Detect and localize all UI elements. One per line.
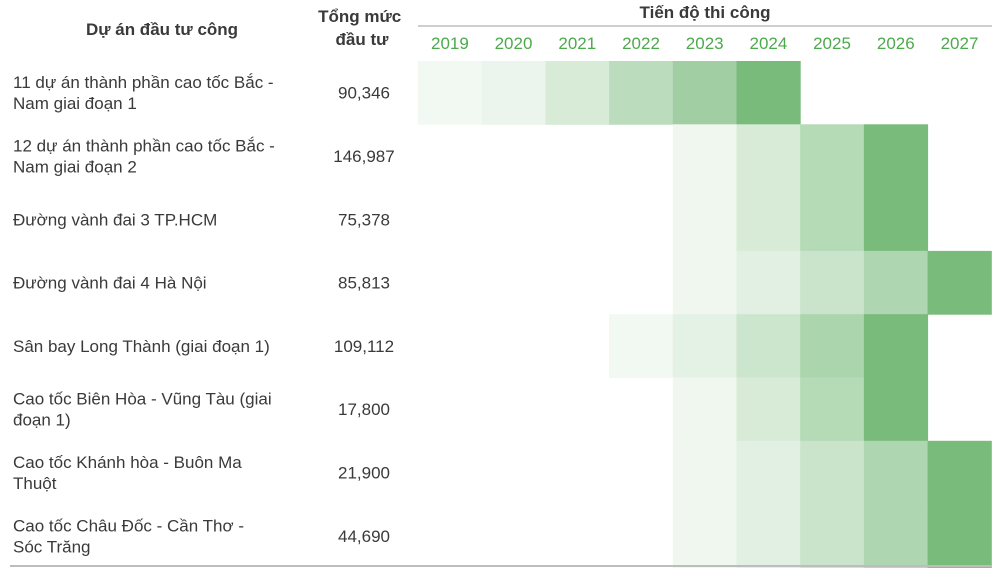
heatmap-cell — [927, 440, 992, 505]
timeline-column-header: Tiến độ thi công — [640, 3, 771, 22]
project-name-line: đoạn 1) — [13, 411, 71, 430]
project-name-line: Cao tốc Châu Đốc - Cần Thơ - — [13, 516, 244, 535]
year-label-2019: 2019 — [431, 34, 469, 53]
heatmap-cell — [863, 377, 929, 442]
heatmap-cell — [800, 377, 865, 442]
year-label-2022: 2022 — [622, 34, 660, 53]
heatmap-cell — [736, 61, 801, 125]
heatmap-cell — [672, 504, 737, 568]
project-column-header: Dự án đầu tư công — [86, 20, 238, 39]
project-name: 11 dự án thành phần cao tốc Bắc - Nam gia… — [13, 73, 274, 113]
heatmap-cell — [800, 250, 865, 315]
investment-value: 85,813 — [338, 274, 390, 293]
heatmap-cell — [672, 440, 737, 505]
year-axis: 2019 2020 2021 2022 2023 2024 2025 2026 2027 — [431, 34, 978, 53]
heatmap-cell — [863, 504, 929, 568]
investment-value: 44,690 — [338, 527, 390, 546]
heatmap-cell — [800, 440, 865, 505]
heatmap-cell — [672, 250, 737, 315]
project-name-line: 12 dự án thành phần cao tốc Bắc - — [13, 136, 275, 155]
heatmap-cell — [672, 61, 737, 125]
heatmap-cell — [418, 61, 483, 125]
investment-value: 21,900 — [338, 463, 390, 482]
heatmap-cell — [672, 124, 737, 189]
row-labels: 11 dự án thành phần cao tốc Bắc - Nam gia… — [13, 73, 395, 556]
year-label-2020: 2020 — [495, 34, 533, 53]
project-name-line: Đường vành đai 4 Hà Nội — [13, 274, 207, 293]
year-label-2024: 2024 — [749, 34, 787, 53]
heatmap-cells — [418, 61, 992, 568]
heatmap-cell — [863, 440, 929, 505]
project-name: Sân bay Long Thành (giai đoạn 1) — [13, 337, 270, 356]
year-label-2026: 2026 — [877, 34, 915, 53]
project-name: Cao tốc Châu Đốc - Cần Thơ - Sóc Trăng — [13, 516, 244, 556]
project-name: 12 dự án thành phần cao tốc Bắc - Nam gia… — [13, 136, 275, 176]
project-name-line: Cao tốc Biên Hòa - Vũng Tàu (giai — [13, 390, 272, 409]
heatmap-cell — [609, 61, 674, 125]
project-name-line: Nam giai đoạn 2 — [13, 157, 137, 176]
heatmap-cell — [863, 250, 929, 315]
project-name-line: Sóc Trăng — [13, 537, 91, 556]
heatmap-cell — [672, 377, 737, 442]
project-name-line: 11 dự án thành phần cao tốc Bắc - — [13, 73, 274, 92]
heatmap-cell — [927, 504, 992, 568]
investment-header-line-1: Tổng mức — [318, 7, 401, 26]
year-label-2023: 2023 — [686, 34, 724, 53]
heatmap-cell — [545, 61, 610, 125]
investment-header-line-2: đầu tư — [336, 30, 390, 49]
heatmap-cell — [800, 314, 865, 378]
heatmap-cell — [736, 124, 801, 189]
year-label-2027: 2027 — [941, 34, 979, 53]
project-name: Cao tốc Khánh hòa - Buôn Ma Thuột — [13, 453, 242, 493]
investment-value: 75,378 — [338, 210, 390, 229]
project-name-line: Nam giai đoạn 1 — [13, 94, 137, 113]
heatmap-cell — [800, 124, 865, 189]
project-name-line: Sân bay Long Thành (giai đoạn 1) — [13, 337, 270, 356]
project-name: Đường vành đai 4 Hà Nội — [13, 274, 207, 293]
heatmap-cell — [736, 250, 801, 315]
year-label-2025: 2025 — [813, 34, 851, 53]
heatmap-cell — [736, 377, 801, 442]
investment-value: 90,346 — [338, 84, 390, 103]
project-name: Đường vành đai 3 TP.HCM — [13, 210, 217, 229]
heatmap-cell — [863, 314, 929, 378]
project-name-line: Thuột — [13, 474, 57, 493]
heatmap-cell — [736, 504, 801, 568]
project-name-line: Đường vành đai 3 TP.HCM — [13, 210, 217, 229]
investment-value: 17,800 — [338, 400, 390, 419]
investment-value: 109,112 — [334, 337, 394, 356]
heatmap-cell — [672, 314, 737, 378]
project-name-line: Cao tốc Khánh hòa - Buôn Ma — [13, 453, 242, 472]
heatmap-cell — [736, 314, 801, 378]
heatmap-cell — [863, 124, 929, 189]
heatmap-cell — [609, 314, 674, 378]
investment-column-header: Tổng mức đầu tư — [318, 7, 406, 49]
heatmap-cell — [672, 187, 737, 252]
project-name: Cao tốc Biên Hòa - Vũng Tàu (giai đoạn 1) — [13, 390, 272, 430]
heatmap-cell — [736, 187, 801, 252]
heatmap-cell — [481, 61, 546, 125]
heatmap-cell — [800, 187, 865, 252]
investment-value: 146,987 — [333, 147, 394, 166]
heatmap-cell — [927, 250, 992, 315]
heatmap-cell — [863, 187, 929, 252]
heatmap-cell — [736, 440, 801, 505]
heatmap-cell — [800, 504, 865, 568]
year-label-2021: 2021 — [558, 34, 596, 53]
